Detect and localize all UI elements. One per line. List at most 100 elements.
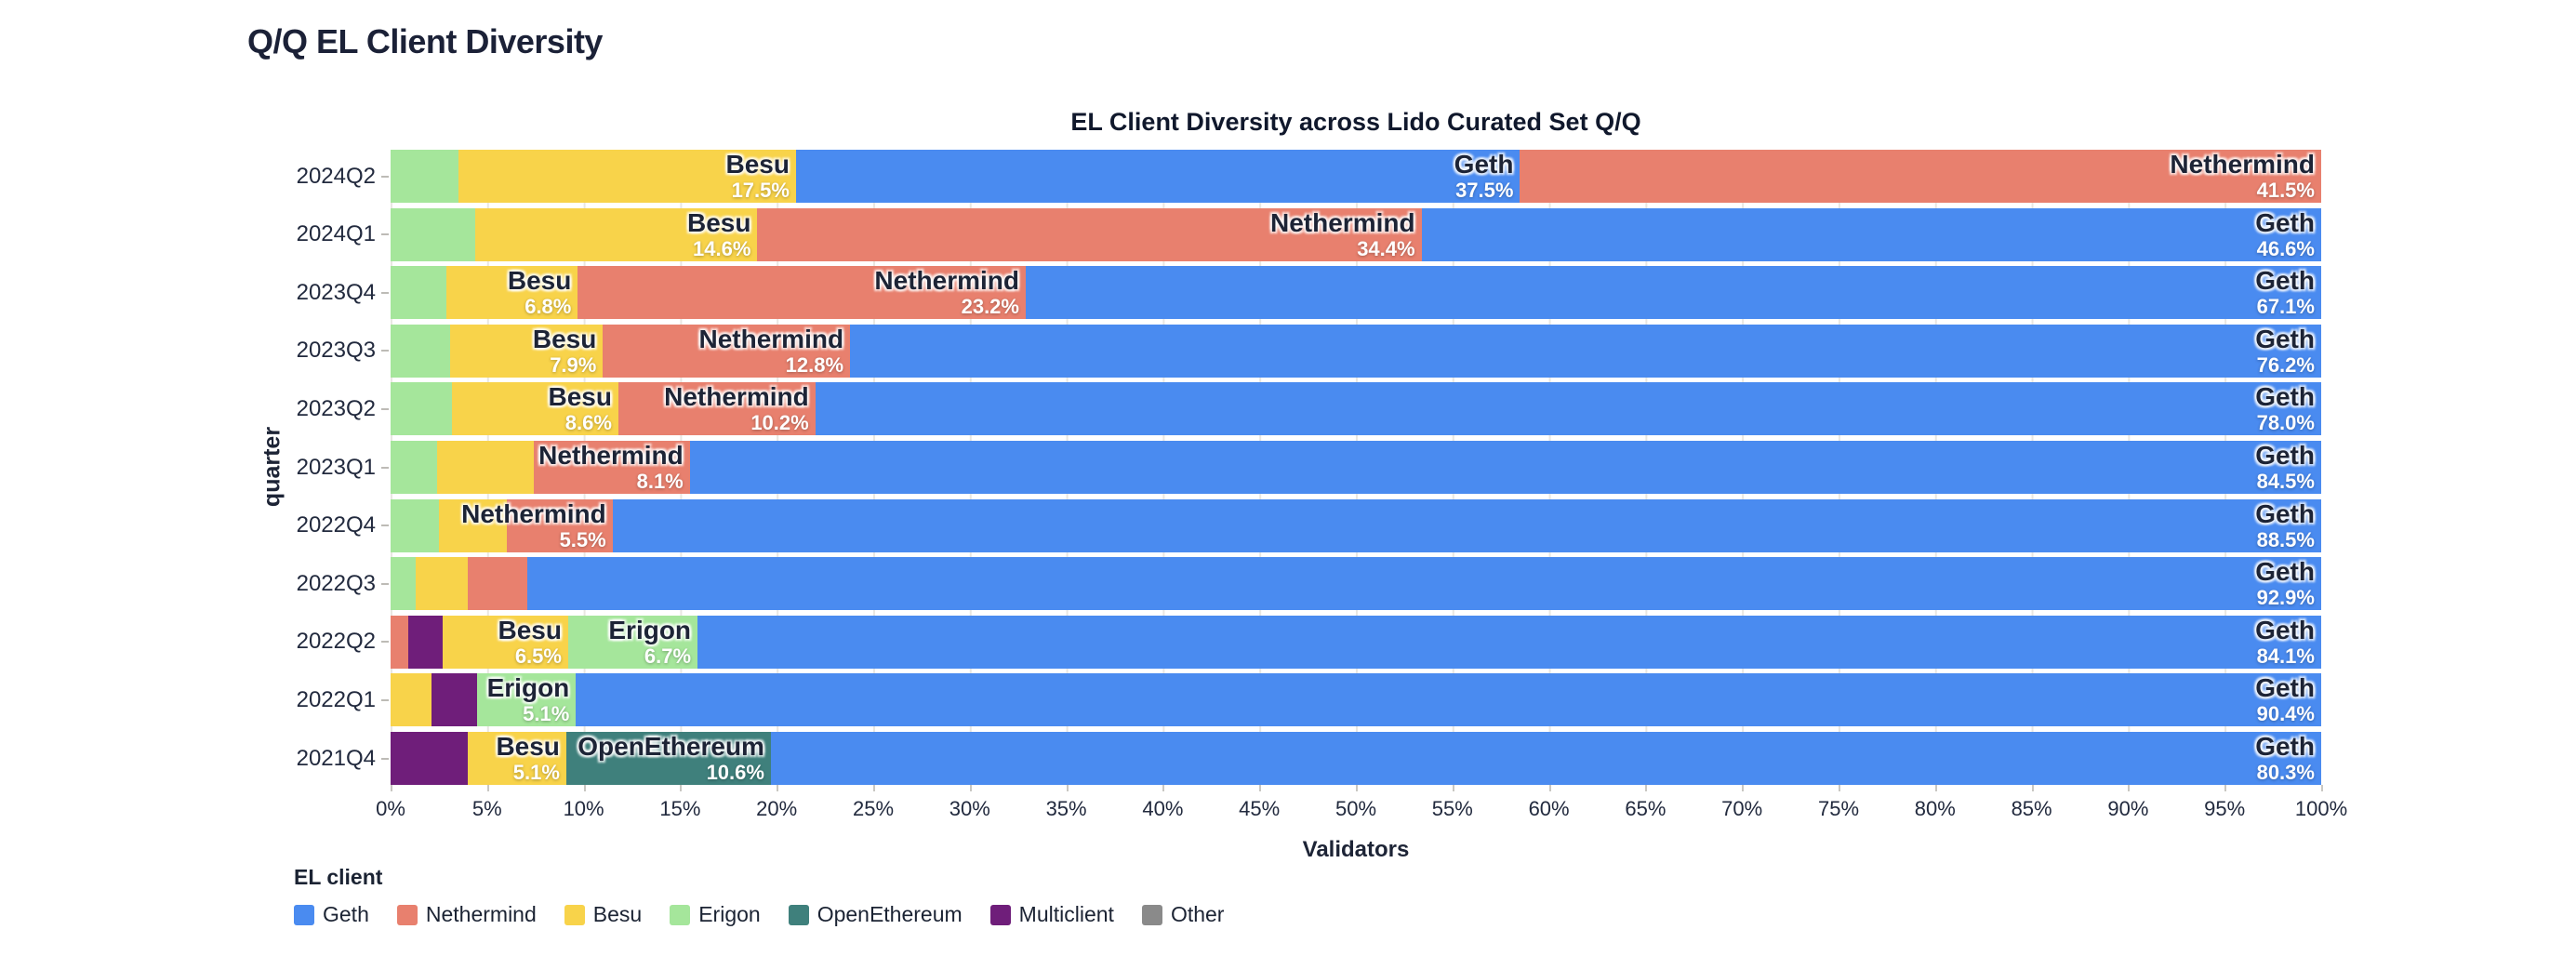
segment-label: Nethermind 34.4% <box>1270 207 1415 260</box>
segment-value-label: 34.4% <box>1357 236 1415 260</box>
segment-label: Besu 8.6% <box>548 383 611 434</box>
x-tick-mark <box>2031 785 2034 791</box>
bar-segment-nethermind-2024Q2: Nethermind 41.5% <box>1520 150 2321 203</box>
bar-row-2023Q4: Besu 6.8% Nethermind 23.2% Geth 67.1% <box>391 266 2321 320</box>
segment-name-label: Geth <box>2255 207 2315 237</box>
x-tick-mark <box>1645 785 1648 791</box>
segment-name-label: Geth <box>2255 673 2315 703</box>
x-tick-label-25: 25% <box>852 797 895 820</box>
quarter-label: 2024Q2 <box>296 163 376 189</box>
legend-item-nethermind: Nethermind <box>396 902 537 927</box>
x-tick-label-20: 20% <box>756 797 798 820</box>
segment-value-label: 78.0% <box>2256 411 2315 435</box>
x-tick-label-95: 95% <box>2204 797 2246 820</box>
segment-value-label: 8.1% <box>636 470 684 493</box>
segment-name-label: Besu <box>532 324 597 353</box>
legend-swatch-other <box>1141 904 1162 925</box>
segment-value-label: 6.8% <box>524 295 572 319</box>
segment-name-label: Nethermind <box>2170 150 2315 179</box>
legend-item-label: Erigon <box>698 902 761 926</box>
bar-segment-erigon-2024Q2 <box>391 150 458 203</box>
quarter-label: 2022Q2 <box>296 629 376 655</box>
segment-name-label: Besu <box>496 732 560 761</box>
segment-label: Nethermind 41.5% <box>2170 151 2315 202</box>
x-tick-label-50: 50% <box>1334 797 1377 820</box>
y-tick-label-2022Q3: 2022Q3 <box>0 557 389 610</box>
segment-label: Nethermind 12.8% <box>698 325 843 377</box>
x-tick-label-80: 80% <box>1914 797 1956 820</box>
bar-segment-besu-2023Q4: Besu 6.8% <box>446 266 578 320</box>
segment-label: Geth 67.1% <box>2255 267 2315 318</box>
bar-segment-geth-2022Q2: Geth 84.1% <box>697 615 2321 669</box>
bar-segment-nethermind-2023Q4: Nethermind 23.2% <box>578 266 1026 320</box>
legend-items: Geth Nethermind Besu Erigon OpenEthereum Mult… <box>294 902 1224 927</box>
bar-segment-erigon-2022Q2: Erigon 6.7% <box>567 615 698 669</box>
segment-name-label: Geth <box>2255 441 2315 470</box>
bar-segment-besu-2022Q3 <box>415 557 469 611</box>
legend-swatch-erigon <box>670 904 691 925</box>
segment-label: Nethermind 8.1% <box>538 442 684 493</box>
segment-value-label: 84.1% <box>2256 644 2315 668</box>
segment-name-label: Geth <box>2255 382 2315 412</box>
bar-segment-besu-2023Q3: Besu 7.9% <box>450 324 604 378</box>
y-tick-label-2023Q4: 2023Q4 <box>0 266 389 319</box>
segment-value-label: 92.9% <box>2256 586 2315 610</box>
bar-segment-nethermind-2022Q3 <box>468 557 528 611</box>
y-tick-label-2024Q2: 2024Q2 <box>0 150 389 203</box>
x-tick-mark <box>873 785 875 791</box>
y-axis-tick-labels: 2024Q2 2024Q1 2023Q4 2023Q3 2023Q2 2023Q1 2022… <box>0 150 389 785</box>
x-tick-label-85: 85% <box>2011 797 2052 820</box>
bar-segment-besu-2024Q1: Besu 14.6% <box>475 207 758 261</box>
x-tick-label-15: 15% <box>659 797 701 820</box>
segment-value-label: 23.2% <box>961 295 1019 319</box>
bar-row-2022Q4: Nethermind 5.5% Geth 88.5% <box>391 498 2321 552</box>
x-tick-mark <box>1742 785 1745 791</box>
x-axis-title: Validators <box>1302 837 1410 862</box>
segment-label: Geth 84.1% <box>2255 616 2315 668</box>
bar-row-2021Q4: Besu 5.1% OpenEthereum 10.6% Geth 80.3% <box>391 732 2321 785</box>
bar-segment-geth-2021Q4: Geth 80.3% <box>770 732 2321 785</box>
x-tick-label-90: 90% <box>2107 797 2149 820</box>
bar-segment-nethermind-2022Q4: Nethermind 5.5% <box>461 498 613 552</box>
x-tick-label-10: 10% <box>563 797 604 820</box>
segment-name-label: OpenEthereum <box>578 732 764 761</box>
legend-swatch-multiclient <box>989 904 1011 925</box>
segment-name-label: Geth <box>2255 732 2315 761</box>
bar-segment-besu-2022Q4 <box>438 498 507 552</box>
y-tick-mark <box>381 698 389 701</box>
y-tick-label-2023Q3: 2023Q3 <box>0 325 389 378</box>
x-tick-mark <box>1356 785 1358 791</box>
segment-name-label: Nethermind <box>698 324 844 353</box>
y-tick-mark <box>381 582 389 585</box>
x-tick-mark <box>1259 785 1262 791</box>
bar-row-2023Q1: Nethermind 8.1% Geth 84.5% <box>391 441 2321 494</box>
x-tick-label-5: 5% <box>471 797 502 820</box>
bar-segment-nethermind-2022Q2 <box>391 615 408 669</box>
segment-value-label: 14.6% <box>693 236 751 260</box>
segment-label: Besu 17.5% <box>725 151 789 202</box>
page-title: Q/Q EL Client Diversity <box>247 22 603 60</box>
segment-label: Besu 5.1% <box>496 733 559 784</box>
segment-value-label: 76.2% <box>2256 352 2315 377</box>
x-tick-mark <box>777 785 779 791</box>
plot-area: Besu 17.5% Geth 37.5% Nethermind 41.5% Besu 14.… <box>391 150 2321 785</box>
segment-label: Geth 37.5% <box>1454 151 1514 202</box>
y-tick-mark <box>381 407 389 410</box>
bar-segment-erigon-2023Q3 <box>391 324 451 378</box>
segment-value-label: 12.8% <box>785 352 844 377</box>
segment-label: Erigon 6.7% <box>608 616 691 668</box>
segment-name-label: Besu <box>548 382 612 412</box>
segment-name-label: Nethermind <box>1270 207 1415 237</box>
x-tick-label-70: 70% <box>1721 797 1763 820</box>
x-tick-mark <box>583 785 586 791</box>
y-tick-mark <box>381 350 389 352</box>
segment-value-label: 10.2% <box>750 411 809 435</box>
bar-row-2022Q2: Besu 6.5% Erigon 6.7% Geth 84.1% <box>391 615 2321 669</box>
x-tick-mark <box>2321 785 2323 791</box>
legend-item-label: Besu <box>592 902 643 926</box>
legend-item-erigon: Erigon <box>670 902 761 927</box>
quarter-label: 2023Q4 <box>296 279 376 305</box>
x-tick-label-55: 55% <box>1431 797 1473 820</box>
x-tick-label-75: 75% <box>1817 797 1860 820</box>
